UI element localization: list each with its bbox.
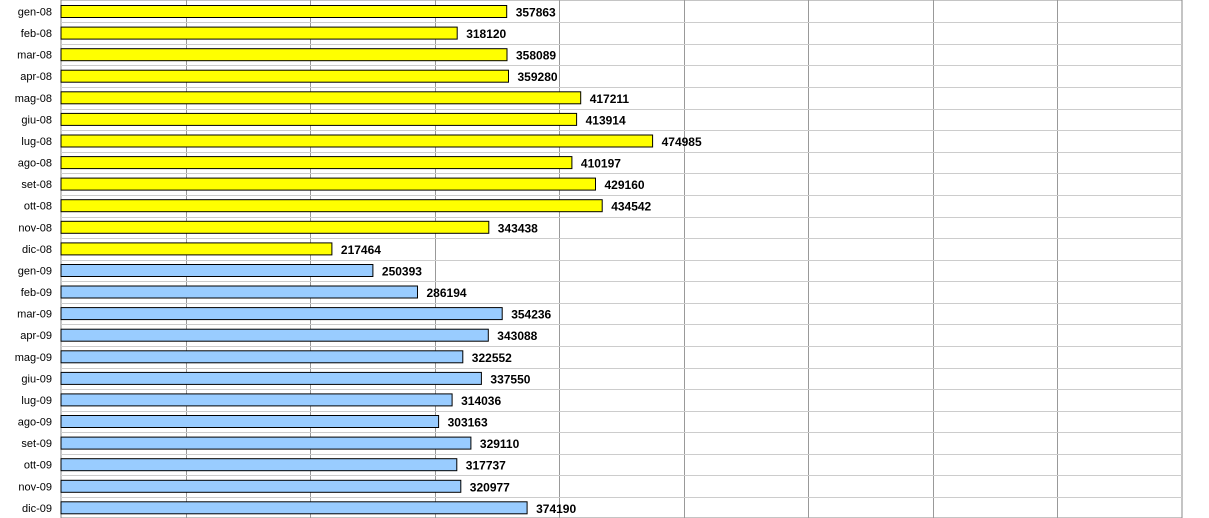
bar [60,91,582,105]
bar [60,350,464,364]
value-label: 429160 [605,178,645,192]
value-label: 357863 [516,6,556,20]
category-label: giu-08 [21,114,52,126]
category-label: mag-09 [15,352,52,364]
bar [60,26,458,40]
category-label: dic-09 [22,503,52,515]
category-label: dic-08 [22,244,52,256]
value-label: 250393 [382,265,422,279]
category-label: giu-09 [21,373,52,385]
bar [60,371,482,385]
bar [60,307,503,321]
value-label: 318120 [466,27,506,41]
value-label: 410197 [581,157,621,171]
bar [60,285,418,299]
bar [60,199,603,213]
value-label: 303163 [448,416,488,430]
bar [60,328,489,342]
value-labels: 357863 318120 358089 359280 417211 413914 4749… [341,6,702,516]
value-label: 329110 [480,437,520,451]
category-label: gen-09 [18,266,52,278]
bar [60,264,374,277]
value-label: 217464 [341,243,381,257]
value-label: 343438 [498,221,538,235]
bar [60,220,490,234]
value-label: 474985 [662,135,702,149]
bar [60,69,509,83]
value-label: 337550 [490,372,530,386]
category-label: ott-09 [24,460,52,472]
bar [60,112,578,126]
value-label: 314036 [461,394,501,408]
plot-area [60,0,1183,518]
gridlines [61,0,1182,518]
bar [60,479,462,493]
bar [60,177,596,191]
category-label: apr-08 [20,71,52,83]
bar [60,393,453,407]
value-label: 358089 [516,49,556,63]
category-label: gen-08 [18,7,52,19]
category-label: lug-09 [21,395,52,407]
value-label: 343088 [497,329,537,343]
category-label: mar-08 [17,50,52,62]
category-label: ott-08 [24,201,52,213]
value-label: 322552 [472,351,512,365]
value-label: 413914 [586,113,626,127]
category-label: mar-09 [17,309,52,321]
bar [60,436,472,450]
category-label: feb-08 [21,28,52,40]
bar [60,458,458,472]
category-labels: gen-08 feb-08 mar-08 apr-08 mag-08 giu-08 lug-… [15,7,52,515]
bar [60,415,440,428]
category-label: set-09 [21,438,52,450]
value-label: 286194 [427,286,467,300]
category-label: ago-08 [18,158,52,170]
value-label: 354236 [511,308,551,322]
bar [60,242,333,256]
category-label: apr-09 [20,330,52,342]
category-label: nov-09 [18,481,52,493]
value-label: 320977 [470,480,510,494]
category-label: mag-08 [15,93,52,105]
value-label: 434542 [611,200,651,214]
category-label: nov-08 [18,222,52,234]
bars [60,5,654,515]
category-label: feb-09 [21,287,52,299]
category-label: lug-08 [21,136,52,148]
bar [60,134,654,148]
bar [60,5,508,18]
bar [60,501,528,515]
value-label: 317737 [466,459,506,473]
value-label: 374190 [536,502,576,516]
bar [60,48,508,62]
value-label: 359280 [518,70,558,84]
category-label: ago-09 [18,417,52,429]
value-label: 417211 [590,92,630,106]
bar [60,156,573,170]
category-label: set-08 [21,179,52,191]
